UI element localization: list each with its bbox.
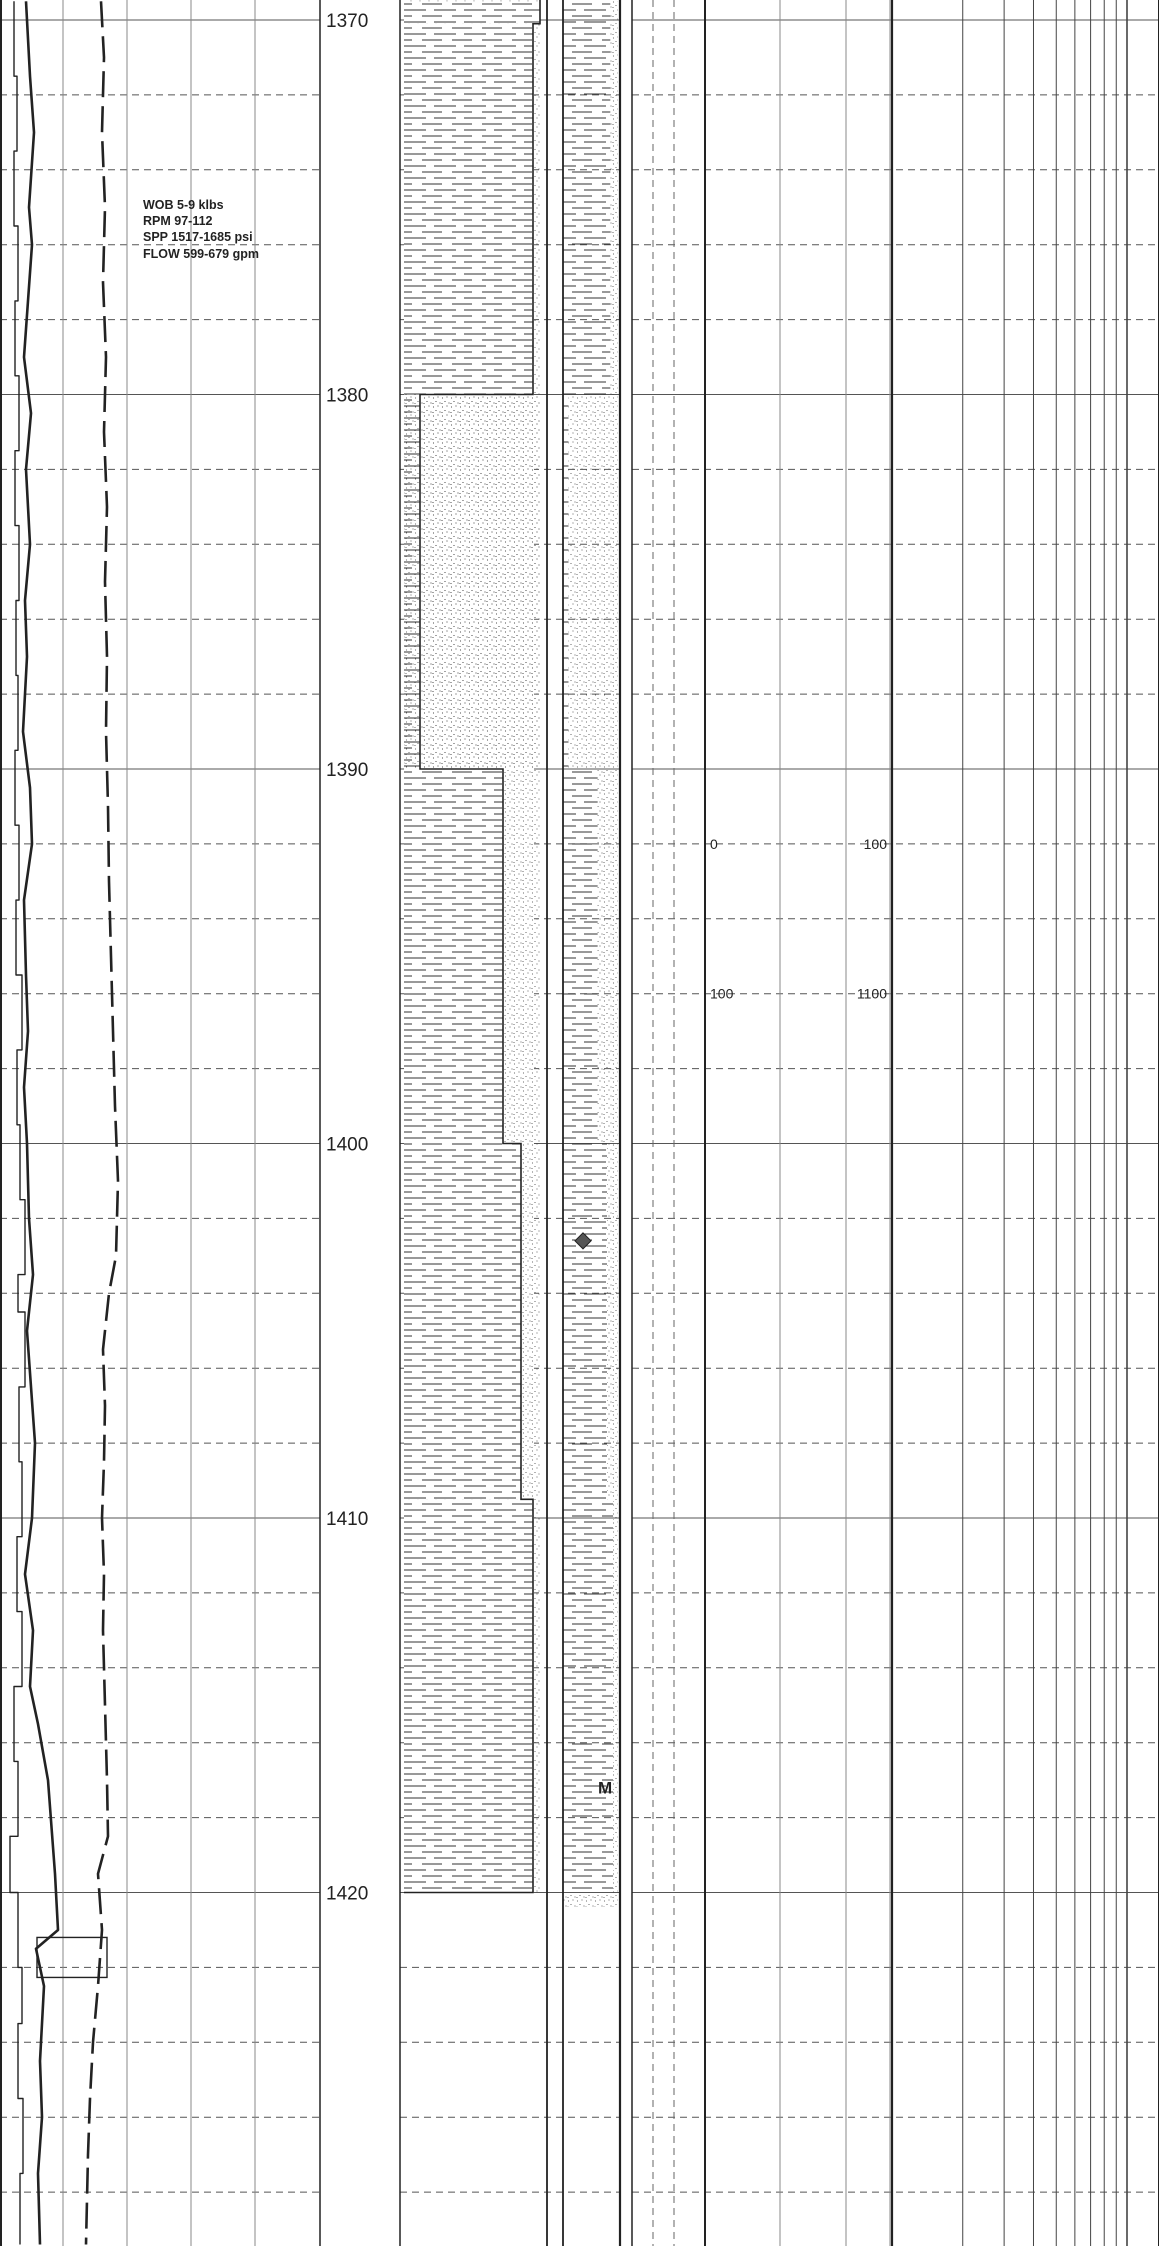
pct-shale-fill <box>563 23 611 395</box>
spp-text: SPP 1517-1685 psi <box>143 230 253 244</box>
pct-sand-fill <box>568 394 618 769</box>
pct-sand-tail <box>563 1892 618 1907</box>
show-markers <box>574 1232 592 1250</box>
scale-label: 100 <box>864 836 888 852</box>
pct-sand-fill <box>607 1143 618 1500</box>
rpm-text: RPM 97-112 <box>143 214 213 228</box>
drilling-curves <box>9 1 120 2245</box>
curve-long-dash-thick <box>84 1 120 2245</box>
depth-labels: 1370 1380 1390 1400 1410 1420 <box>326 11 368 1905</box>
interp-shale-strip <box>404 394 420 769</box>
interp-shale-fill <box>404 1 540 24</box>
percent-lithology-track <box>563 1 618 1907</box>
interp-shale-fill <box>404 1143 521 1500</box>
wob-text: WOB 5-9 klbs <box>143 198 224 212</box>
pct-shale-fill <box>563 1143 607 1500</box>
interp-sand-body <box>420 394 540 769</box>
depth-label: 1400 <box>326 1135 368 1156</box>
depth-label: 1410 <box>326 1509 368 1530</box>
pct-sand-fill <box>610 1 618 24</box>
scale-label: 0 <box>710 836 718 852</box>
pct-shale-fill <box>563 1499 614 1893</box>
pct-shale-fill <box>563 394 569 769</box>
pct-sand-fill <box>597 769 618 1144</box>
curve-crossover-box <box>36 1936 108 1979</box>
depth-label: 1390 <box>326 760 368 781</box>
flow-text: FLOW 599-679 gpm <box>143 247 259 261</box>
pct-shale-fill <box>563 769 598 1144</box>
interp-shale-fill <box>404 769 503 1144</box>
interp-shale-fill <box>404 23 533 395</box>
depth-label: 1420 <box>326 1884 368 1905</box>
marker-m-label: M <box>598 1779 612 1798</box>
pct-sand-fill <box>610 23 618 395</box>
pct-shale-fill <box>563 1 611 24</box>
curve-solid-thick <box>21 1 60 2245</box>
scale-label: 1100 <box>857 986 887 1002</box>
interp-shale-fill <box>404 1499 533 1893</box>
diamond-marker <box>574 1232 592 1250</box>
interp-lithology-boundary <box>404 0 541 1894</box>
interpreted-lithology-track <box>404 0 541 1894</box>
depth-label: 1370 <box>326 11 368 32</box>
pct-sand-fill <box>613 1499 618 1893</box>
curve-solid-thin-stepped <box>9 1 26 2245</box>
depth-label: 1380 <box>326 386 368 407</box>
drilling-parameters-note: WOB 5-9 klbs RPM 97-112 SPP 1517-1685 ps… <box>143 198 259 261</box>
scale-labels: 0 100 100 1100 <box>710 836 887 1002</box>
scale-label: 100 <box>710 986 734 1002</box>
